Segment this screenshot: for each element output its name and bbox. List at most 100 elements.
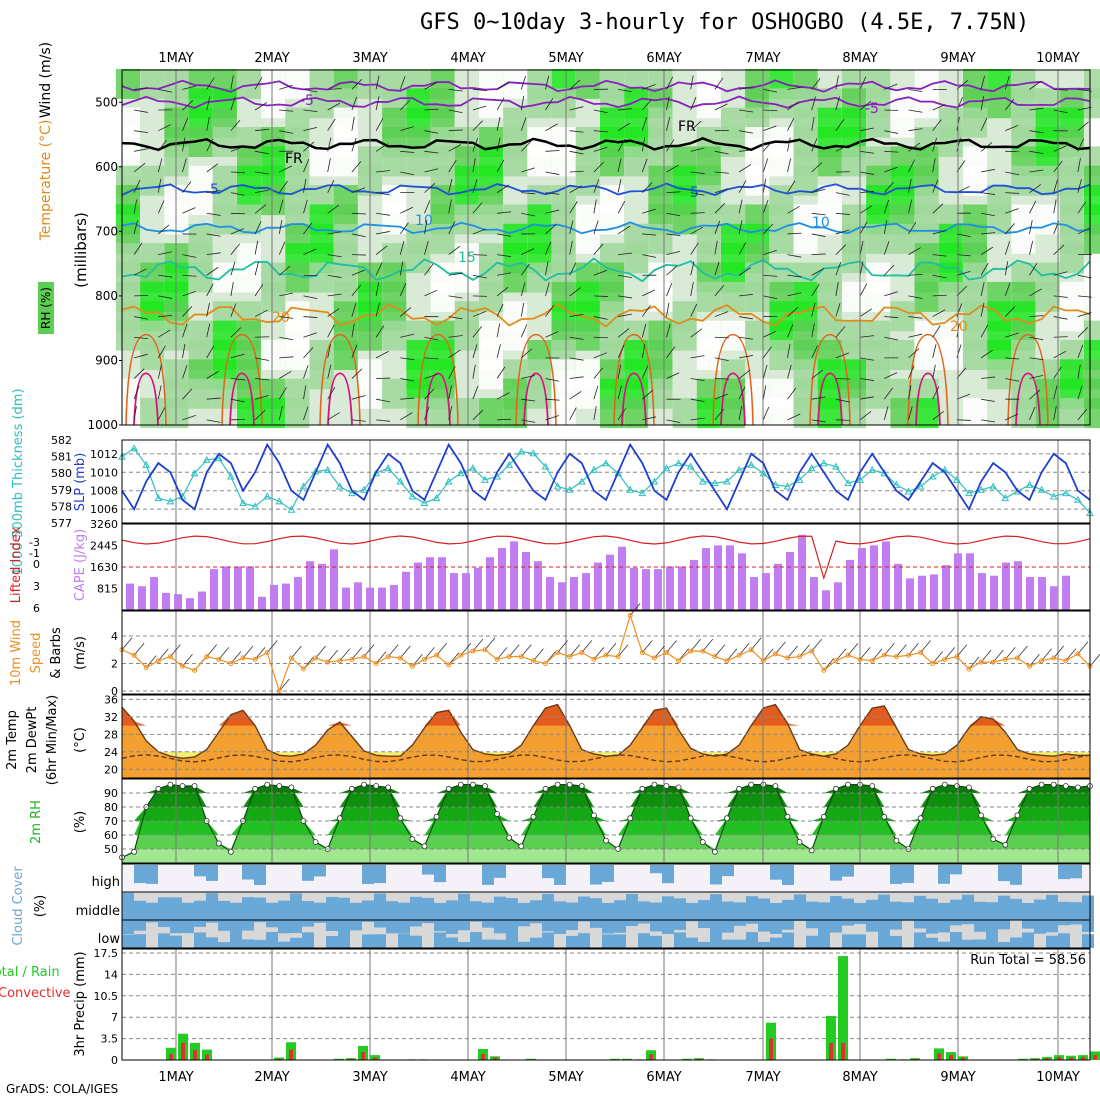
wind-barb	[835, 96, 840, 111]
cloud-middle-block	[446, 900, 458, 934]
temp2m-hot-area	[122, 704, 1090, 726]
cloud-middle-block	[242, 897, 254, 931]
wind-barb	[642, 416, 657, 421]
wind-barb	[908, 406, 913, 420]
wind10m-barb	[170, 644, 181, 657]
wind10m-point	[748, 647, 754, 653]
pressure-tick-label: 1000	[87, 418, 118, 432]
cape-bar	[1014, 561, 1022, 610]
wind-barb	[1077, 88, 1092, 92]
cloud-middle-block	[566, 902, 578, 931]
wind-barb	[859, 410, 872, 421]
wind-barb	[545, 171, 560, 175]
cloud-middle-block	[182, 902, 194, 934]
wind10m-point	[797, 654, 803, 660]
rh2m-point	[772, 783, 779, 789]
thickness-point	[420, 499, 429, 507]
wind-barb	[980, 96, 985, 111]
wind-barb	[883, 199, 890, 214]
wind-barb	[1077, 178, 1082, 193]
wind-barb	[908, 159, 916, 173]
wind-barb	[278, 199, 284, 214]
cape-bar	[150, 577, 158, 610]
wind10m-barb	[424, 647, 435, 660]
wind10m-point	[591, 656, 597, 662]
wind-barb	[157, 178, 162, 193]
wind10m-point	[893, 654, 899, 660]
precip-convective-bar	[289, 1049, 293, 1060]
wind-barb	[496, 97, 505, 111]
thickness-tick-label: 577	[51, 517, 72, 530]
cloud-low-block	[782, 932, 794, 948]
wind-barb	[182, 344, 186, 358]
wind-barb	[278, 220, 283, 235]
wind-barb	[569, 130, 584, 133]
wind10m-point	[651, 655, 657, 661]
cape-bar	[390, 584, 398, 610]
thickness-point	[553, 482, 562, 490]
wind10m-barb	[557, 640, 568, 653]
wind10m-barb	[908, 642, 919, 656]
date-label-bottom: 8MAY	[842, 1070, 877, 1085]
wind10m-barb	[1077, 641, 1089, 655]
wind10m-point	[470, 648, 476, 654]
wind-barb	[351, 161, 362, 173]
wind-barb	[835, 229, 850, 235]
wind-barb	[859, 261, 864, 276]
wind-barb	[981, 419, 996, 423]
rh2m-point	[397, 815, 404, 822]
cape-bar	[594, 562, 602, 610]
precip-convective-bar	[1069, 1057, 1073, 1060]
wind-barb	[762, 140, 773, 152]
thickness-point	[650, 477, 659, 485]
wind-barb	[1077, 201, 1087, 214]
cloud-middle-block	[614, 900, 626, 933]
rh-legend-label: RH (%)	[39, 287, 53, 329]
rh-shade-cell	[285, 340, 310, 370]
cloud-middle-block	[518, 902, 530, 927]
wind-barb	[932, 309, 946, 317]
rh2m-point	[348, 785, 355, 792]
wind-barb	[472, 274, 487, 279]
date-label-bottom: 4MAY	[450, 1070, 485, 1085]
wind-barb	[762, 364, 768, 379]
wind-barb	[690, 171, 705, 174]
cloud-middle-block	[122, 893, 134, 934]
wind-barb	[400, 150, 415, 153]
wind-barb	[811, 369, 824, 379]
thickness-point	[190, 469, 199, 477]
wind-barb	[739, 336, 754, 340]
isotherm-freezing	[121, 137, 1091, 152]
wind-barb	[448, 272, 463, 276]
thickness-point	[432, 494, 441, 502]
precip-convective-bar	[841, 1042, 845, 1060]
cape-bar	[1062, 575, 1070, 610]
wind10m-barb	[581, 640, 593, 653]
wind-barb	[521, 248, 535, 255]
wind-barb	[787, 413, 801, 421]
wind-barb	[1005, 208, 1019, 214]
wind-barb	[835, 398, 850, 403]
cape-bar	[678, 566, 686, 610]
wind-barb	[666, 233, 681, 237]
wind-barb	[376, 231, 390, 235]
wind-barb	[157, 385, 162, 400]
wind10m-barb	[932, 651, 944, 664]
wind10m-barb	[944, 647, 956, 660]
cloud-low-block	[326, 935, 338, 948]
wind10m-point	[276, 688, 282, 694]
wind-barb	[860, 357, 874, 361]
wind-barb	[666, 302, 670, 317]
rh-shade-cell	[745, 281, 770, 312]
cape-bar	[1050, 586, 1058, 610]
wind-barb	[980, 302, 985, 317]
wind-barb	[351, 116, 355, 131]
rh2m-point	[494, 811, 501, 817]
rh2m-point	[675, 784, 682, 791]
isotherm-25-loop	[1007, 333, 1049, 426]
cloud-high-block	[1010, 865, 1022, 885]
wind-barb	[617, 328, 630, 338]
rh-shade-cell	[575, 165, 600, 196]
cloud-high-block	[362, 865, 374, 884]
wind-barb	[617, 138, 626, 152]
